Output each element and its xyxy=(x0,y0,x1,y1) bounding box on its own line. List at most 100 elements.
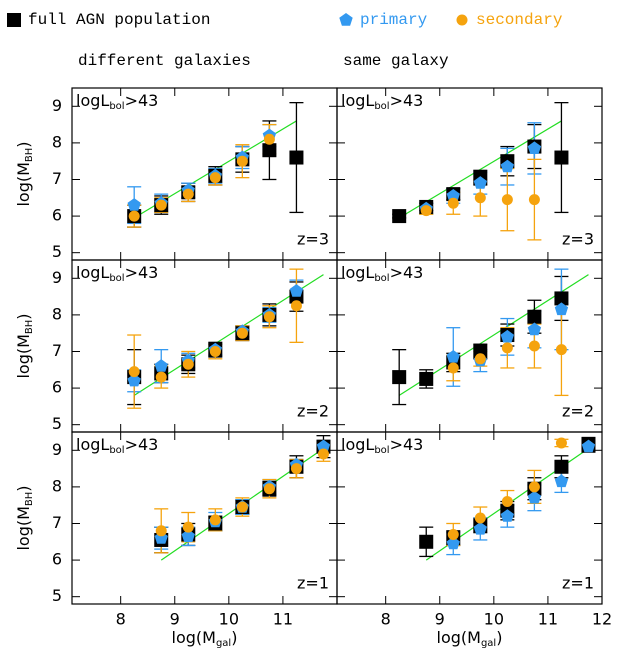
marker-circle xyxy=(236,155,248,167)
marker-circle xyxy=(209,514,221,526)
marker-circle xyxy=(528,194,540,206)
panel-annotation: logLbol>43 xyxy=(76,435,158,457)
panel-annotation-text: logL xyxy=(341,263,374,282)
marker-pentagon xyxy=(127,198,141,211)
marker-circle xyxy=(236,327,248,339)
y-axis-label: log(MBH) xyxy=(14,313,36,378)
x-axis-label-text: log(M xyxy=(172,628,216,647)
marker-square xyxy=(392,209,407,224)
y-axis-label: log(MBH) xyxy=(14,141,36,206)
marker-square xyxy=(554,150,569,165)
legend-label: primary xyxy=(360,11,428,29)
y-axis-label-text: log(M xyxy=(14,162,33,206)
y-axis-label-text: log(M xyxy=(14,334,33,378)
y-axis-label-sub: BH xyxy=(24,320,35,334)
panel-frame xyxy=(336,431,603,605)
marker-pentagon xyxy=(500,329,514,343)
x-tick-label: 11 xyxy=(273,610,293,629)
y-tick-label: 9 xyxy=(52,440,62,459)
column-title: different galaxies xyxy=(78,52,251,70)
x-tick-label: 12 xyxy=(592,610,612,629)
marker-pentagon xyxy=(316,439,331,453)
marker-circle xyxy=(447,362,459,374)
x-axis-label: log(Mgal) xyxy=(172,628,238,650)
panel-annotation-text: logL xyxy=(76,435,109,454)
column-title: same galaxy xyxy=(343,52,449,70)
panel-annotation-sub: bol xyxy=(374,445,389,456)
y-tick-label: 7 xyxy=(52,513,62,532)
marker-pentagon xyxy=(554,474,569,488)
marker-square xyxy=(7,13,21,27)
panel-annotation-tail: >43 xyxy=(390,435,424,454)
marker-pentagon xyxy=(500,509,514,522)
marker-square xyxy=(419,371,434,386)
panel-annotation-sub: bol xyxy=(109,445,124,456)
y-tick-label: 5 xyxy=(52,414,62,433)
marker-pentagon xyxy=(473,176,487,189)
y-tick-label: 7 xyxy=(52,341,62,360)
marker-circle xyxy=(290,463,302,475)
x-axis-label-sub: gal xyxy=(216,638,231,649)
marker-circle xyxy=(290,300,302,312)
marker-circle xyxy=(263,483,275,495)
marker-circle xyxy=(420,205,432,217)
x-axis-label-sub: gal xyxy=(481,638,496,649)
marker-circle xyxy=(155,371,167,383)
marker-pentagon xyxy=(154,359,168,372)
panel-annotation-text: logL xyxy=(341,435,374,454)
marker-circle xyxy=(209,345,221,357)
marker-circle xyxy=(555,344,567,356)
x-tick-label: 8 xyxy=(381,610,391,629)
panel-annotation-sub: bol xyxy=(109,273,124,284)
y-tick-label: 6 xyxy=(52,550,62,569)
panel-annotation-text: logL xyxy=(76,91,109,110)
marker-pentagon xyxy=(127,373,141,387)
panel-annotation: logLbol>43 xyxy=(76,91,158,113)
marker-pentagon xyxy=(527,490,542,504)
marker-circle xyxy=(555,437,567,449)
marker-pentagon xyxy=(581,439,596,453)
marker-circle xyxy=(501,496,513,508)
panel-annotation: logLbol>43 xyxy=(341,263,423,285)
marker-square xyxy=(392,370,407,385)
x-tick-label: 9 xyxy=(170,610,180,629)
marker-circle xyxy=(528,481,540,493)
y-axis-label-sub: BH xyxy=(24,492,35,506)
y-axis-label-tail: ) xyxy=(14,485,33,491)
marker-square xyxy=(419,534,434,549)
y-axis-label-sub: BH xyxy=(24,148,35,162)
marker-square xyxy=(554,459,569,474)
marker-circle xyxy=(501,342,513,354)
y-tick-label: 6 xyxy=(52,378,62,397)
redshift-label: z=1 xyxy=(562,574,594,593)
panel-annotation-tail: >43 xyxy=(125,263,159,282)
x-axis-label: log(Mgal) xyxy=(437,628,503,650)
y-tick-label: 9 xyxy=(52,96,62,115)
y-axis-label-tail: ) xyxy=(14,313,33,319)
redshift-label: z=2 xyxy=(297,402,329,421)
panel-annotation-sub: bol xyxy=(374,273,389,284)
x-axis-label-tail: ) xyxy=(496,628,502,647)
marker-circle xyxy=(155,525,167,537)
marker-pentagon xyxy=(339,13,353,26)
y-tick-label: 7 xyxy=(52,169,62,188)
redshift-label: z=1 xyxy=(297,574,329,593)
marker-pentagon xyxy=(289,284,304,297)
marker-pentagon xyxy=(527,322,542,336)
marker-circle xyxy=(236,501,248,513)
panel-annotation: logLbol>43 xyxy=(76,263,158,285)
marker-circle xyxy=(528,340,540,352)
marker-circle xyxy=(263,311,275,323)
x-tick-label: 11 xyxy=(538,610,558,629)
marker-square xyxy=(289,150,304,165)
legend-label: full AGN population xyxy=(28,11,210,29)
y-axis-label-tail: ) xyxy=(14,141,33,147)
panel-annotation-text: logL xyxy=(76,263,109,282)
marker-circle xyxy=(474,512,486,524)
marker-pentagon xyxy=(446,189,460,202)
marker-circle xyxy=(155,199,167,211)
marker-pentagon xyxy=(446,350,460,363)
panel-annotation: logLbol>43 xyxy=(341,91,423,113)
marker-circle xyxy=(128,366,140,378)
panel-annotation-sub: bol xyxy=(109,101,124,112)
